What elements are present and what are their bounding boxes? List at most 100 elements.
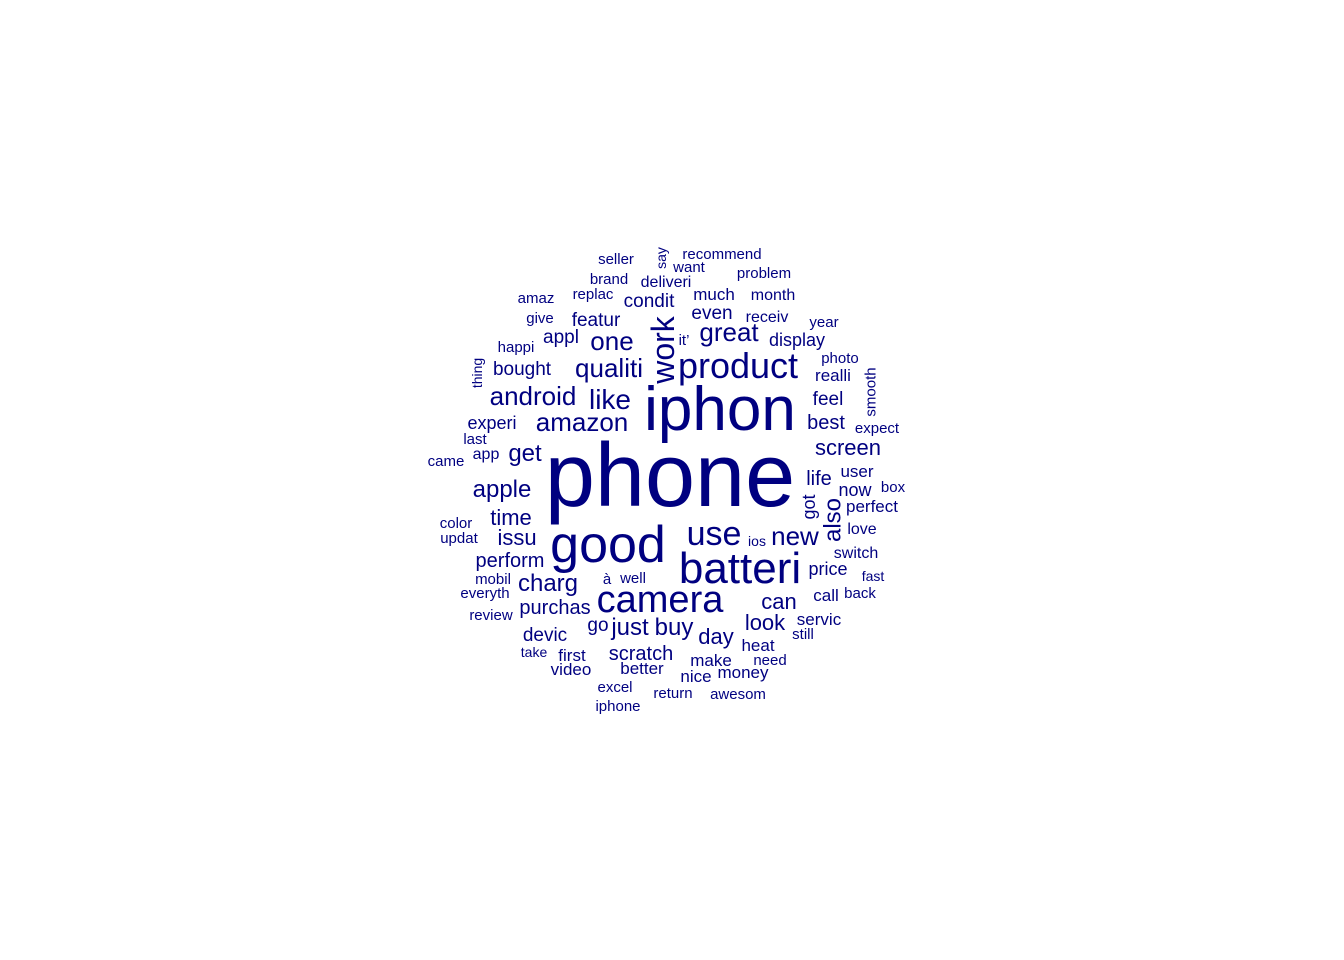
word-22: issu xyxy=(497,525,536,550)
word-41: experi xyxy=(467,413,516,433)
word-50: money xyxy=(717,663,769,682)
word-8: work xyxy=(645,315,681,385)
word-6: product xyxy=(678,345,798,386)
word-97: iphone xyxy=(595,698,640,715)
word-56: perfect xyxy=(846,497,898,516)
word-39: display xyxy=(769,330,825,350)
word-42: price xyxy=(808,559,847,579)
word-43: now xyxy=(838,480,872,500)
word-94: came xyxy=(428,453,465,470)
word-66: replac xyxy=(573,286,614,303)
word-92: give xyxy=(526,310,554,327)
word-9: amazon xyxy=(536,407,629,437)
word-81: everyth xyxy=(460,585,509,602)
word-98: it’ xyxy=(679,332,690,349)
word-34: featur xyxy=(572,310,621,331)
word-68: brand xyxy=(590,271,628,288)
word-70: recommend xyxy=(682,246,761,263)
word-14: new xyxy=(771,521,819,551)
word-30: life xyxy=(806,468,832,490)
word-73: year xyxy=(809,314,838,331)
word-51: nice xyxy=(680,667,711,686)
word-71: want xyxy=(672,259,706,276)
word-60: love xyxy=(847,521,876,538)
word-86: box xyxy=(881,479,906,496)
word-18: apple xyxy=(473,476,532,503)
word-1: phone xyxy=(545,426,795,526)
word-31: scratch xyxy=(609,643,673,665)
word-55: video xyxy=(551,660,592,679)
word-12: like xyxy=(589,384,631,415)
word-78: awesom xyxy=(710,686,766,703)
word-33: bought xyxy=(493,359,552,380)
word-47: go xyxy=(587,615,608,636)
word-79: app xyxy=(473,446,500,463)
word-75: need xyxy=(753,652,786,669)
word-77: excel xyxy=(597,679,632,696)
word-54: first xyxy=(558,646,586,665)
word-10: qualiti xyxy=(575,353,643,383)
word-85: updat xyxy=(440,530,478,547)
word-63: problem xyxy=(737,265,791,282)
word-67: deliveri xyxy=(641,274,692,291)
word-72: say xyxy=(653,247,669,269)
word-40: condit xyxy=(624,291,675,312)
word-44: got xyxy=(799,494,819,519)
word-53: call xyxy=(813,586,839,605)
word-35: even xyxy=(691,303,732,324)
word-3: good xyxy=(550,516,666,574)
word-80: mobil xyxy=(475,571,511,588)
word-100: à xyxy=(603,571,612,588)
word-95: thing xyxy=(469,358,485,388)
word-32: best xyxy=(807,412,845,434)
word-5: camera xyxy=(597,579,725,621)
word-37: devic xyxy=(523,625,567,646)
word-15: one xyxy=(590,326,633,356)
word-21: time xyxy=(490,505,532,530)
word-29: perform xyxy=(476,550,545,572)
word-61: month xyxy=(751,287,795,304)
word-38: appl xyxy=(543,327,579,348)
word-62: receiv xyxy=(746,309,789,326)
word-26: day xyxy=(698,624,733,649)
word-76: return xyxy=(653,685,692,702)
word-7: use xyxy=(687,515,742,553)
word-59: switch xyxy=(834,545,878,562)
word-83: well xyxy=(619,570,646,587)
word-13: great xyxy=(699,317,759,347)
word-69: seller xyxy=(598,251,634,268)
word-45: much xyxy=(693,285,735,304)
word-28: purchas xyxy=(519,597,590,619)
word-36: feel xyxy=(813,389,844,410)
word-90: happi xyxy=(498,339,535,356)
word-99: ios xyxy=(748,533,766,549)
word-2: iphon xyxy=(644,375,796,444)
word-46: realli xyxy=(815,366,851,385)
word-88: fast xyxy=(862,568,885,584)
word-65: expect xyxy=(855,420,900,437)
word-74: photo xyxy=(821,350,859,367)
word-89: still xyxy=(792,626,814,643)
word-96: take xyxy=(521,644,548,660)
word-48: better xyxy=(620,659,664,678)
word-58: servic xyxy=(797,610,842,629)
word-52: heat xyxy=(741,636,774,655)
word-93: last xyxy=(463,431,487,448)
word-25: look xyxy=(745,610,786,635)
word-57: user xyxy=(840,462,873,481)
word-64: smooth xyxy=(863,367,880,416)
word-49: make xyxy=(690,651,732,670)
word-23: screen xyxy=(815,435,881,460)
word-17: get xyxy=(508,440,542,467)
word-11: android xyxy=(490,381,577,411)
word-27: also xyxy=(820,498,847,542)
word-16: buy xyxy=(655,614,694,641)
word-19: charg xyxy=(518,570,578,597)
word-4: batteri xyxy=(679,544,801,593)
word-82: color xyxy=(440,515,473,532)
word-20: just xyxy=(610,614,649,641)
word-91: amaz xyxy=(518,290,555,307)
word-24: can xyxy=(761,589,796,614)
